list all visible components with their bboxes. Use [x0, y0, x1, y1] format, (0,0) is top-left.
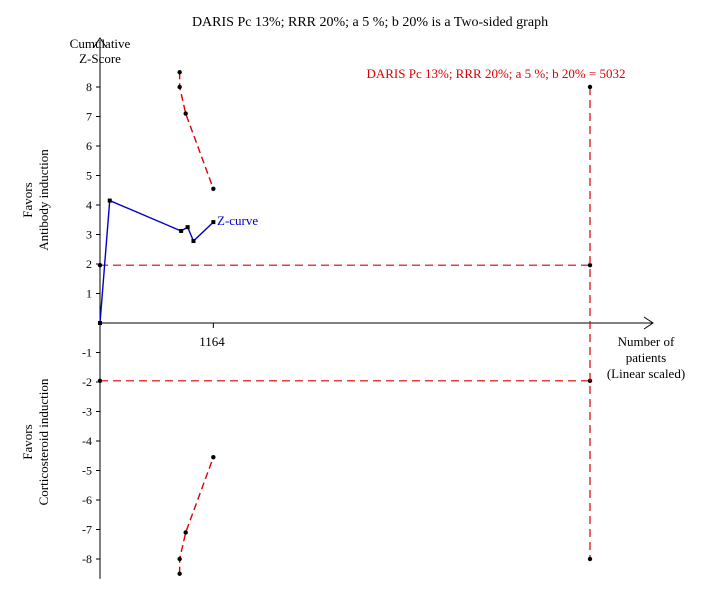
lower-boundary-point — [177, 571, 182, 576]
y-tick-label: -3 — [82, 405, 92, 419]
y-tick-label: 3 — [86, 228, 92, 242]
labels: DARIS Pc 13%; RRR 20%; a 5 %; b 20% is a… — [20, 15, 685, 505]
x-axis-label-line-3: (Linear scaled) — [607, 366, 685, 381]
ris-point-bottom — [587, 556, 593, 562]
y-axis-label-top: Cumulative — [70, 36, 131, 51]
z-curve-point — [211, 220, 216, 225]
lower-boundary-point — [183, 530, 188, 535]
y-tick-label: -1 — [82, 346, 92, 360]
z-curve-line — [99, 199, 214, 324]
favors-bottom-line-1: Favors — [20, 424, 35, 459]
y-tick-label: -6 — [82, 493, 92, 507]
favors-top-line-1: Favors — [20, 182, 35, 217]
z-curve-point — [185, 225, 190, 230]
y-tick-label: 1 — [86, 287, 92, 301]
z-curve-point — [179, 228, 184, 233]
y-tick-label: -4 — [82, 434, 92, 448]
ris-point-top — [587, 84, 593, 90]
x-axis-arrow — [643, 316, 654, 330]
z-curve-group — [98, 198, 216, 325]
y-tick-label: 2 — [86, 257, 92, 271]
upper-boundary-point — [177, 84, 182, 90]
x-tick-label: 1164 — [199, 334, 225, 349]
y-tick-label: -8 — [82, 552, 92, 566]
boundaries — [97, 70, 593, 576]
x-axis-label-line-2: patients — [626, 350, 666, 365]
z-curve-point — [107, 198, 112, 203]
z-curve-point — [191, 238, 196, 243]
z-curve-label: Z-curve — [217, 213, 258, 228]
chart-title: DARIS Pc 13%; RRR 20%; a 5 %; b 20% is a… — [192, 15, 548, 30]
upper-boundary-line — [178, 72, 215, 190]
y-axis-arrow — [93, 37, 107, 48]
lower-boundary-point — [211, 455, 216, 460]
y-tick-label: -5 — [82, 464, 92, 478]
favors-bottom-line-2: Corticosteroid induction — [36, 378, 51, 505]
y-tick-label: -2 — [82, 375, 92, 389]
y-tick-label: 5 — [86, 169, 92, 183]
conventional-boundary-point — [587, 262, 593, 268]
upper-boundary-point — [183, 111, 188, 116]
favors-top-line-2: Antibody induction — [36, 149, 51, 251]
conventional-boundary-point — [97, 262, 103, 268]
y-tick-label: -7 — [82, 523, 92, 537]
y-tick-label: 6 — [86, 139, 92, 153]
z-curve-point — [98, 321, 102, 325]
y-tick-label: 7 — [86, 110, 92, 124]
y-tick-label: 4 — [86, 198, 92, 212]
conventional-boundary-point — [97, 378, 103, 384]
y-axis-label-bottom: Z-Score — [79, 51, 121, 66]
x-axis-label-line-1: Number of — [618, 334, 675, 349]
lower-boundary-point — [177, 556, 182, 562]
upper-boundary-point — [177, 70, 182, 75]
upper-boundary-point — [211, 186, 216, 191]
axes: 8 7 6 5 4 3 2 1 -1 -2 -3 -4 -5 -6 -7 -8 — [82, 37, 654, 579]
ris-label: DARIS Pc 13%; RRR 20%; a 5 %; b 20% = 50… — [366, 66, 625, 81]
y-tick-label: 8 — [86, 80, 92, 94]
lower-boundary-line — [178, 456, 215, 574]
